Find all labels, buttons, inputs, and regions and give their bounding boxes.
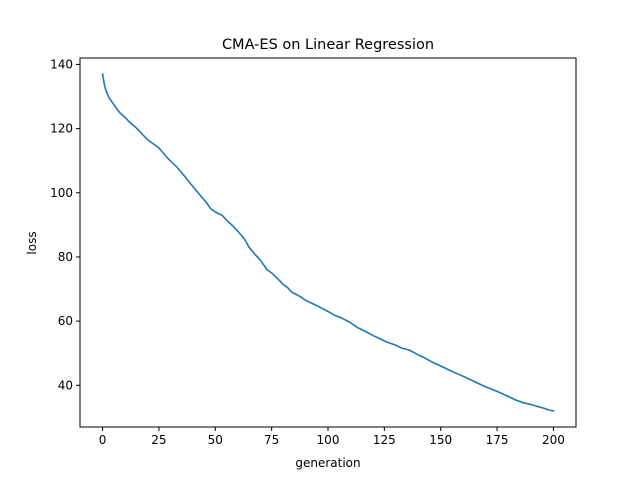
x-tick-label: 50 <box>208 433 223 447</box>
y-tick-label: 120 <box>50 122 73 136</box>
x-tick-label: 100 <box>317 433 340 447</box>
y-tick-label: 80 <box>58 250 73 264</box>
x-axis-label: generation <box>295 456 360 470</box>
x-tick-label: 200 <box>542 433 565 447</box>
x-tick-label: 175 <box>486 433 509 447</box>
x-tick-label: 25 <box>151 433 166 447</box>
y-tick-label: 140 <box>50 57 73 71</box>
y-axis-label: loss <box>25 231 39 254</box>
y-tick-label: 100 <box>50 186 73 200</box>
y-tick-label: 60 <box>58 314 73 328</box>
x-tick-label: 0 <box>99 433 107 447</box>
x-tick-label: 125 <box>373 433 396 447</box>
x-tick-label: 150 <box>429 433 452 447</box>
chart-title: CMA-ES on Linear Regression <box>222 37 434 53</box>
y-tick-label: 40 <box>58 378 73 392</box>
x-tick-label: 75 <box>264 433 279 447</box>
